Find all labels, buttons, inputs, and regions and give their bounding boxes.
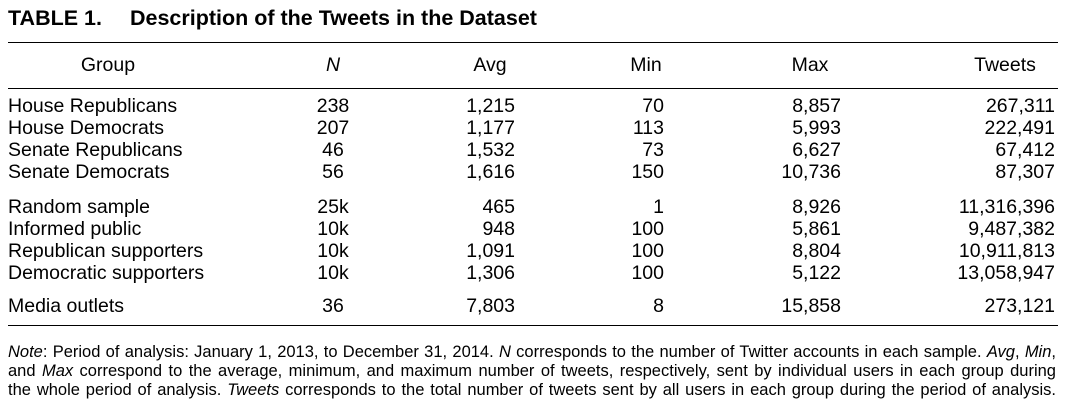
cell-group: Media outlets (8, 295, 124, 317)
row-group: House Republicans 238 1,215 70 8,857 267… (0, 95, 1068, 183)
note-text: and (8, 362, 42, 380)
cell-n: 10k (317, 240, 349, 262)
cell-min: 8 (653, 295, 664, 317)
note-text: corresponds to the number of Twitter acc… (510, 343, 987, 361)
cell-min: 70 (642, 95, 664, 117)
cell-n: 25k (317, 196, 349, 218)
cell-avg: 465 (482, 196, 515, 218)
cell-n: 46 (322, 139, 344, 161)
cell-tweets: 87,307 (995, 161, 1055, 183)
header-min: Min (630, 54, 662, 76)
table-row: Senate Democrats 56 1,616 150 10,736 87,… (0, 161, 1068, 183)
note-text: correspond to the average, minimum, and … (73, 362, 1056, 380)
cell-tweets: 11,316,396 (958, 196, 1055, 218)
cell-avg: 1,616 (466, 161, 515, 183)
cell-min: 150 (631, 161, 664, 183)
note-term: Avg (986, 343, 1015, 361)
cell-max: 5,122 (792, 262, 841, 284)
table-row: Republican supporters 10k 1,091 100 8,80… (0, 240, 1068, 262)
cell-min: 1 (653, 196, 664, 218)
table-row: House Democrats 207 1,177 113 5,993 222,… (0, 117, 1068, 139)
cell-max: 8,926 (792, 196, 841, 218)
cell-group: House Republicans (8, 95, 178, 117)
cell-avg: 1,215 (466, 95, 515, 117)
header-n: N (325, 54, 341, 76)
table-row: Informed public 10k 948 100 5,861 9,487,… (0, 218, 1068, 240)
cell-group: Democratic supporters (8, 262, 205, 284)
note-term: Max (41, 362, 74, 380)
cell-max: 10,736 (781, 161, 841, 183)
cell-min: 73 (642, 139, 664, 161)
cell-max: 8,804 (792, 240, 841, 262)
cell-group: Informed public (8, 218, 142, 240)
header-max: Max (791, 54, 829, 76)
cell-avg: 7,803 (466, 295, 515, 317)
table-caption: Description of the Tweets in the Dataset (129, 6, 537, 30)
cell-min: 113 (632, 117, 664, 139)
table-row: Senate Republicans 46 1,532 73 6,627 67,… (0, 139, 1068, 161)
cell-avg: 1,091 (466, 240, 515, 262)
cell-min: 100 (631, 262, 664, 284)
cell-min: 100 (631, 240, 664, 262)
note-line: Note: Period of analysis: January 1, 201… (8, 343, 1056, 362)
note-term: Tweets (227, 381, 280, 399)
table-row: Democratic supporters 10k 1,306 100 5,12… (0, 262, 1068, 284)
note-term: N (498, 343, 511, 361)
cell-tweets: 9,487,382 (968, 218, 1055, 240)
cell-n: 56 (322, 161, 344, 183)
table-row: Random sample 25k 465 1 8,926 11,316,396 (0, 196, 1068, 218)
table-row: House Republicans 238 1,215 70 8,857 267… (0, 95, 1068, 117)
cell-avg: 948 (482, 218, 515, 240)
cell-avg: 1,177 (466, 117, 515, 139)
table-title: TABLE 1. Description of the Tweets in the… (8, 6, 537, 30)
cell-avg: 1,532 (466, 139, 515, 161)
header-avg: Avg (473, 54, 507, 76)
note-term: Min (1024, 343, 1052, 361)
note-text: , (1051, 343, 1056, 361)
cell-min: 100 (631, 218, 664, 240)
header-tweets: Tweets (974, 54, 1036, 76)
top-rule (8, 42, 1058, 43)
cell-max: 5,993 (792, 117, 841, 139)
cell-group: House Democrats (8, 117, 165, 139)
cell-max: 6,627 (792, 139, 841, 161)
note-line: the whole period of analysis. Tweets cor… (8, 381, 1056, 400)
cell-tweets: 10,911,813 (958, 240, 1055, 262)
cell-avg: 1,306 (466, 262, 515, 284)
note-text: , (1014, 343, 1025, 361)
cell-tweets: 67,412 (995, 139, 1055, 161)
cell-group: Senate Republicans (8, 139, 183, 161)
header-group: Group (80, 54, 136, 76)
cell-tweets: 222,491 (984, 117, 1056, 139)
cell-group: Random sample (8, 196, 150, 218)
note-text: corresponds to the total number of tweet… (279, 381, 1056, 399)
cell-n: 10k (317, 218, 349, 240)
cell-group: Republican supporters (8, 240, 204, 262)
table-header-row: Group N Avg Min Max Tweets (0, 54, 1068, 76)
cell-max: 5,861 (792, 218, 841, 240)
cell-n: 207 (316, 117, 350, 139)
cell-max: 15,858 (781, 295, 841, 317)
cell-n: 10k (317, 262, 349, 284)
cell-n: 36 (322, 295, 344, 317)
note-text: : Period of analysis: January 1, 2013, t… (42, 343, 499, 361)
note-text: the whole period of analysis. (8, 381, 228, 399)
table-note: Note: Period of analysis: January 1, 201… (8, 343, 1056, 400)
bottom-rule (8, 325, 1058, 326)
row-group: Random sample 25k 465 1 8,926 11,316,396… (0, 196, 1068, 284)
cell-n: 238 (316, 95, 350, 117)
note-line: and Max correspond to the average, minim… (8, 362, 1056, 381)
row-group: Media outlets 36 7,803 8 15,858 273,121 (0, 295, 1068, 317)
table-row: Media outlets 36 7,803 8 15,858 273,121 (0, 295, 1068, 317)
note-label: Note (8, 343, 43, 361)
header-rule (8, 88, 1058, 89)
cell-tweets: 267,311 (985, 95, 1055, 117)
cell-tweets: 273,121 (984, 295, 1056, 317)
table-number: TABLE 1. (8, 6, 102, 30)
cell-tweets: 13,058,947 (957, 262, 1055, 284)
cell-max: 8,857 (792, 95, 841, 117)
cell-group: Senate Democrats (8, 161, 170, 183)
